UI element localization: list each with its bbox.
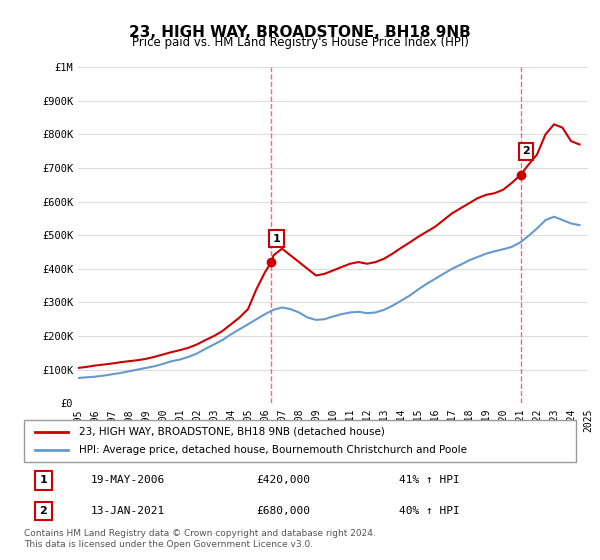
Text: 1: 1 — [40, 475, 47, 485]
Text: 40% ↑ HPI: 40% ↑ HPI — [400, 506, 460, 516]
Text: 1: 1 — [272, 234, 280, 244]
Text: Price paid vs. HM Land Registry's House Price Index (HPI): Price paid vs. HM Land Registry's House … — [131, 36, 469, 49]
Text: HPI: Average price, detached house, Bournemouth Christchurch and Poole: HPI: Average price, detached house, Bour… — [79, 445, 467, 455]
FancyBboxPatch shape — [24, 420, 576, 462]
Text: 2: 2 — [522, 146, 530, 156]
Text: 13-JAN-2021: 13-JAN-2021 — [90, 506, 164, 516]
Text: £680,000: £680,000 — [256, 506, 310, 516]
Text: £420,000: £420,000 — [256, 475, 310, 485]
Text: 41% ↑ HPI: 41% ↑ HPI — [400, 475, 460, 485]
Text: Contains HM Land Registry data © Crown copyright and database right 2024.
This d: Contains HM Land Registry data © Crown c… — [24, 529, 376, 549]
Text: 2: 2 — [40, 506, 47, 516]
Text: 23, HIGH WAY, BROADSTONE, BH18 9NB: 23, HIGH WAY, BROADSTONE, BH18 9NB — [129, 25, 471, 40]
Text: 19-MAY-2006: 19-MAY-2006 — [90, 475, 164, 485]
Text: 23, HIGH WAY, BROADSTONE, BH18 9NB (detached house): 23, HIGH WAY, BROADSTONE, BH18 9NB (deta… — [79, 427, 385, 437]
